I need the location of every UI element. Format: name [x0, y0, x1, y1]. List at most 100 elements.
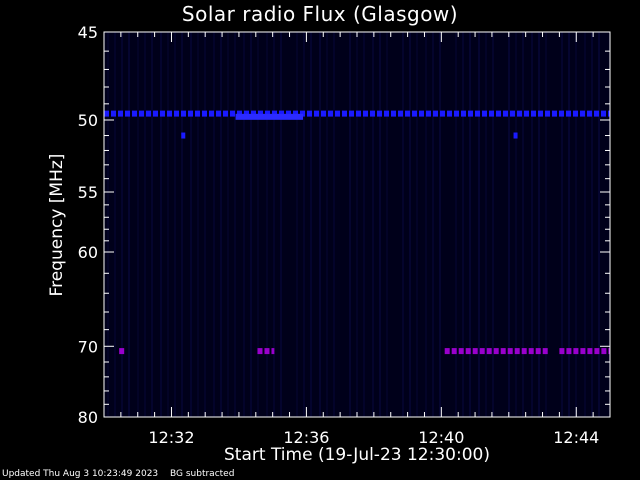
band-segment: [608, 348, 610, 355]
noise-streak: [469, 32, 471, 417]
band-segment: [300, 110, 305, 117]
band-segment: [496, 110, 501, 117]
band-segment: [111, 110, 116, 117]
band-segment: [264, 348, 270, 355]
noise-streak: [197, 32, 199, 417]
band-segment: [251, 110, 256, 117]
band-segment: [545, 110, 550, 117]
noise-streak: [213, 32, 215, 417]
band-segment: [486, 348, 492, 355]
band-segment: [454, 110, 459, 117]
noise-streak: [522, 32, 524, 417]
noise-streak: [515, 32, 517, 417]
band-segment: [265, 110, 270, 117]
band-segment: [601, 110, 606, 117]
band-segment: [384, 110, 389, 117]
band-segment: [216, 110, 221, 117]
noise-streak: [402, 32, 404, 417]
noise-streak: [204, 32, 206, 417]
x-tick-label: 12:40: [418, 428, 464, 447]
band-segment: [538, 110, 543, 117]
band-segment: [223, 110, 228, 117]
band-segment: [594, 348, 600, 355]
emission-spot: [181, 132, 186, 139]
band-segment: [587, 110, 592, 117]
band-segment: [465, 348, 471, 355]
band-segment: [153, 110, 158, 117]
noise-streak: [425, 32, 427, 417]
band-segment: [257, 348, 263, 355]
noise-streak: [439, 32, 441, 417]
band-segment: [482, 110, 487, 117]
noise-streak: [280, 32, 282, 417]
noise-streak: [598, 32, 600, 417]
noise-streak: [144, 32, 146, 417]
x-axis-label: Start Time (19-Jul-23 12:30:00): [224, 445, 490, 465]
band-segment: [119, 348, 125, 355]
band-segment: [447, 110, 452, 117]
noise-streak: [386, 32, 388, 417]
band-segment: [559, 348, 565, 355]
band-segment: [335, 110, 340, 117]
band-segment: [440, 110, 445, 117]
band-segment: [542, 348, 548, 355]
noise-streak: [257, 32, 259, 417]
band-segment: [167, 110, 172, 117]
noise-streak: [492, 32, 494, 417]
noise-streak: [584, 32, 586, 417]
noise-streak: [227, 32, 229, 417]
band-segment: [188, 110, 193, 117]
band-segment: [293, 110, 298, 117]
band-segment: [514, 348, 520, 355]
noise-streak: [356, 32, 358, 417]
noise-streak: [591, 32, 593, 417]
band-segment: [405, 110, 410, 117]
noise-streak: [190, 32, 192, 417]
emission-spot: [513, 132, 518, 139]
band-segment: [377, 110, 382, 117]
band-segment: [349, 110, 354, 117]
band-segment: [132, 110, 137, 117]
noise-streak: [568, 32, 570, 417]
noise-streak: [531, 32, 533, 417]
band-segment: [328, 110, 333, 117]
bg-subtracted-note: BG subtracted: [170, 469, 235, 479]
noise-streak: [372, 32, 374, 417]
band-segment: [202, 110, 207, 117]
noise-streak: [455, 32, 457, 417]
noise-streak: [310, 32, 312, 417]
updated-timestamp: Updated Thu Aug 3 10:23:49 2023: [2, 469, 159, 479]
noise-streak: [174, 32, 176, 417]
emission-band: [104, 110, 610, 117]
noise-streak: [273, 32, 275, 417]
band-segment: [580, 348, 586, 355]
band-segment: [363, 110, 368, 117]
band-segment: [321, 110, 326, 117]
y-tick-label: 80: [78, 408, 98, 427]
band-segment: [314, 110, 319, 117]
noise-streak: [128, 32, 130, 417]
band-segment: [195, 110, 200, 117]
band-segment: [507, 348, 513, 355]
band-segment: [174, 110, 179, 117]
noise-streak: [379, 32, 381, 417]
band-segment: [146, 110, 151, 117]
band-segment: [271, 348, 275, 355]
noise-streak: [333, 32, 335, 417]
noise-streak: [167, 32, 169, 417]
noise-streak: [462, 32, 464, 417]
band-segment: [209, 110, 214, 117]
band-segment: [535, 348, 541, 355]
band-segment: [472, 348, 478, 355]
band-segment: [531, 110, 536, 117]
band-segment: [258, 110, 263, 117]
y-axis-label: Frequency [MHz]: [47, 153, 67, 297]
x-tick-label: 12:32: [148, 428, 194, 447]
band-segment: [468, 110, 473, 117]
noise-streak: [416, 32, 418, 417]
band-segment: [479, 348, 485, 355]
band-segment: [412, 110, 417, 117]
band-segment: [160, 110, 165, 117]
noise-streak: [432, 32, 434, 417]
